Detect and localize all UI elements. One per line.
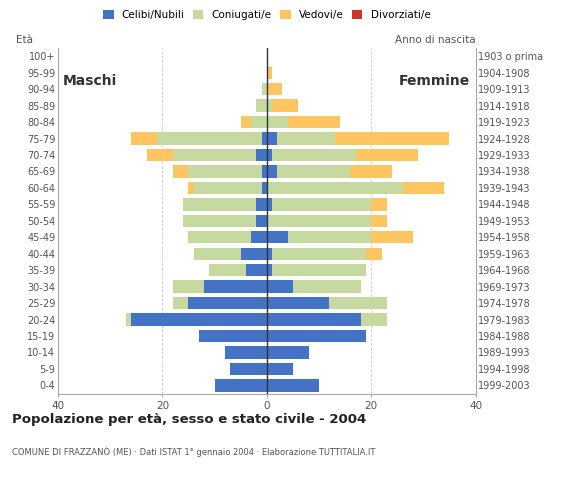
- Bar: [288, 116, 340, 128]
- Bar: [366, 248, 382, 260]
- Bar: [126, 313, 131, 326]
- Bar: [267, 379, 319, 392]
- Bar: [277, 132, 335, 144]
- Bar: [356, 149, 418, 161]
- Bar: [183, 215, 256, 227]
- Text: Maschi: Maschi: [63, 74, 118, 88]
- Bar: [267, 182, 403, 194]
- Text: Anno di nascita: Anno di nascita: [395, 35, 476, 45]
- Bar: [131, 132, 157, 144]
- Bar: [225, 346, 267, 359]
- Bar: [157, 132, 262, 144]
- Bar: [267, 313, 361, 326]
- Bar: [361, 313, 387, 326]
- Bar: [188, 231, 251, 243]
- Bar: [209, 264, 246, 276]
- Bar: [241, 116, 251, 128]
- Bar: [241, 248, 267, 260]
- Bar: [194, 248, 241, 260]
- Bar: [251, 116, 267, 128]
- Bar: [272, 264, 366, 276]
- Bar: [173, 297, 189, 309]
- Bar: [251, 231, 267, 243]
- Bar: [173, 149, 256, 161]
- Bar: [204, 280, 267, 293]
- Bar: [267, 149, 272, 161]
- Bar: [267, 297, 329, 309]
- Text: Popolazione per età, sesso e stato civile - 2004: Popolazione per età, sesso e stato civil…: [12, 413, 366, 426]
- Bar: [262, 182, 267, 194]
- Bar: [267, 67, 272, 79]
- Bar: [183, 198, 256, 211]
- Bar: [173, 165, 189, 178]
- Text: COMUNE DI FRAZZANÒ (ME) · Dati ISTAT 1° gennaio 2004 · Elaborazione TUTTITALIA.I: COMUNE DI FRAZZANÒ (ME) · Dati ISTAT 1° …: [12, 446, 375, 457]
- Bar: [230, 363, 267, 375]
- Bar: [194, 182, 262, 194]
- Bar: [272, 99, 298, 112]
- Text: Femmine: Femmine: [399, 74, 470, 88]
- Bar: [267, 248, 272, 260]
- Bar: [350, 165, 392, 178]
- Bar: [188, 182, 194, 194]
- Text: Età: Età: [16, 35, 33, 45]
- Bar: [262, 165, 267, 178]
- Bar: [267, 132, 277, 144]
- Bar: [371, 215, 387, 227]
- Bar: [267, 363, 293, 375]
- Bar: [267, 280, 293, 293]
- Bar: [199, 330, 267, 342]
- Bar: [188, 297, 267, 309]
- Bar: [272, 149, 356, 161]
- Bar: [293, 280, 361, 293]
- Bar: [335, 132, 450, 144]
- Bar: [267, 116, 288, 128]
- Bar: [403, 182, 444, 194]
- Bar: [262, 83, 267, 96]
- Bar: [131, 313, 267, 326]
- Legend: Celibi/Nubili, Coniugati/e, Vedovi/e, Divorziati/e: Celibi/Nubili, Coniugati/e, Vedovi/e, Di…: [103, 10, 430, 20]
- Bar: [147, 149, 173, 161]
- Bar: [277, 165, 350, 178]
- Bar: [267, 198, 272, 211]
- Bar: [267, 330, 366, 342]
- Bar: [246, 264, 267, 276]
- Bar: [262, 132, 267, 144]
- Bar: [267, 346, 309, 359]
- Bar: [267, 215, 371, 227]
- Bar: [267, 99, 272, 112]
- Bar: [288, 231, 371, 243]
- Bar: [371, 198, 387, 211]
- Bar: [272, 198, 371, 211]
- Bar: [256, 149, 267, 161]
- Bar: [256, 215, 267, 227]
- Bar: [215, 379, 267, 392]
- Bar: [267, 264, 272, 276]
- Bar: [272, 248, 366, 260]
- Bar: [267, 165, 277, 178]
- Bar: [256, 198, 267, 211]
- Bar: [256, 99, 267, 112]
- Bar: [173, 280, 204, 293]
- Bar: [329, 297, 387, 309]
- Bar: [267, 231, 288, 243]
- Bar: [371, 231, 413, 243]
- Bar: [188, 165, 262, 178]
- Bar: [267, 83, 282, 96]
